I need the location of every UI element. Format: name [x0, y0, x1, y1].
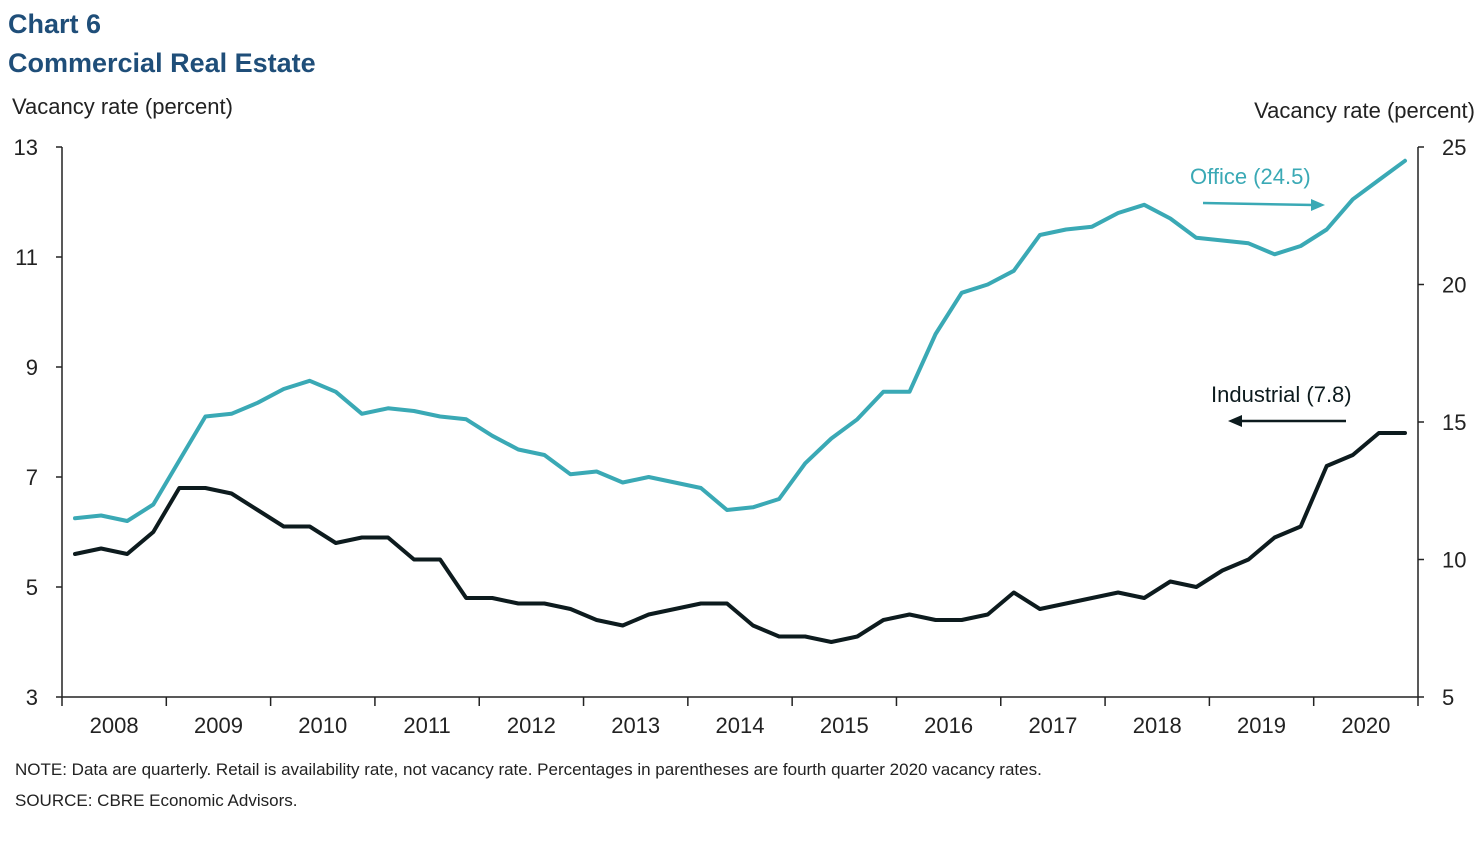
right-tick-label: 5	[1442, 685, 1454, 710]
left-tick-label: 5	[26, 575, 38, 600]
x-tick-label: 2012	[507, 713, 556, 738]
x-tick-label: 2019	[1237, 713, 1286, 738]
x-tick-label: 2010	[298, 713, 347, 738]
chart-number: Chart 6	[8, 9, 102, 39]
series-label-office: Office (24.5)	[1190, 164, 1311, 189]
x-tick-label: 2013	[611, 713, 660, 738]
office-arrow-line	[1202, 201, 1315, 207]
x-tick-label: 2015	[820, 713, 869, 738]
right-tick-label: 10	[1442, 548, 1466, 573]
x-tick-label: 2014	[716, 713, 765, 738]
chart-source: SOURCE: CBRE Economic Advisors.	[15, 791, 298, 810]
left-tick-label: 7	[26, 465, 38, 490]
right-tick-label: 25	[1442, 135, 1466, 160]
left-axis-label: Vacancy rate (percent)	[12, 94, 233, 119]
series-line-office	[73, 158, 1407, 523]
chart-title: Commercial Real Estate	[8, 48, 316, 78]
ticks: 3 5 7 9 11 13 5 10 15 20 25 2008 2009 2010 2011 2012 201…	[14, 135, 1467, 738]
right-tick-label: 15	[1442, 410, 1466, 435]
chart-note: NOTE: Data are quarterly. Retail is avai…	[15, 760, 1042, 779]
x-tick-label: 2020	[1341, 713, 1390, 738]
right-tick-label: 20	[1442, 273, 1466, 298]
series-labels: Office (24.5) Industrial (7.8)	[1190, 164, 1352, 427]
left-tick-label: 3	[26, 685, 38, 710]
office-arrow-head	[1311, 199, 1325, 211]
series-label-industrial: Industrial (7.8)	[1211, 382, 1352, 407]
x-tick-label: 2017	[1028, 713, 1077, 738]
left-tick-label: 9	[26, 355, 38, 380]
industrial-arrow-head	[1228, 415, 1242, 427]
x-tick-label: 2008	[90, 713, 139, 738]
x-tick-label: 2016	[924, 713, 973, 738]
series-line-industrial	[73, 431, 1407, 644]
x-tick-label: 2009	[194, 713, 243, 738]
x-tick-label: 2018	[1133, 713, 1182, 738]
series-lines	[73, 158, 1407, 644]
left-tick-label: 11	[15, 245, 38, 270]
right-axis-label: Vacancy rate (percent)	[1254, 98, 1475, 123]
left-tick-label: 13	[14, 135, 38, 160]
x-tick-label: 2011	[403, 713, 450, 738]
